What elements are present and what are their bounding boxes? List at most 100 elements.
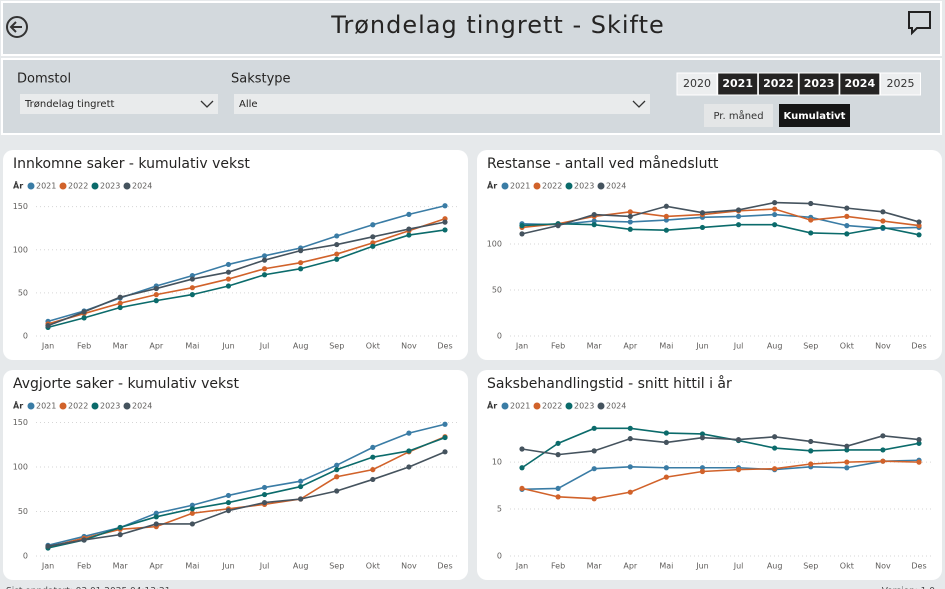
data-point (442, 203, 448, 209)
x-tick-label: Mai (185, 342, 199, 351)
x-tick-label: Aug (293, 562, 309, 571)
y-tick-label: 100 (487, 240, 502, 249)
data-point (591, 425, 597, 431)
data-point (591, 466, 597, 472)
data-point (735, 222, 742, 228)
data-point (844, 205, 850, 211)
data-point (916, 219, 922, 225)
legend-label: 2024 (132, 402, 152, 411)
data-point (880, 224, 886, 231)
legend-marker (533, 402, 541, 410)
data-point (261, 253, 268, 259)
x-tick-label: Des (911, 562, 926, 571)
data-point (261, 257, 268, 263)
data-point (189, 276, 195, 282)
data-point (45, 323, 51, 329)
legend-marker (123, 182, 131, 190)
legend-marker (533, 182, 541, 190)
chart-card: Innkomne saker - kumulativ vekst År 2021 20… (3, 150, 468, 360)
x-tick-label: Mai (659, 562, 673, 571)
data-point (735, 467, 742, 473)
data-point (189, 292, 195, 298)
data-point (370, 234, 376, 240)
data-point (406, 448, 412, 454)
year-button[interactable] (880, 72, 921, 96)
data-point (189, 285, 195, 291)
legend-label: 2021 (36, 402, 56, 411)
year-button[interactable] (839, 72, 881, 96)
year-button[interactable] (757, 72, 799, 96)
data-point (370, 243, 376, 249)
legend-label: 2022 (68, 402, 88, 411)
x-tick-label: Des (911, 342, 926, 351)
year-button[interactable] (798, 72, 840, 96)
x-tick-label: Apr (149, 342, 164, 351)
data-point (334, 488, 340, 494)
dropdown[interactable] (20, 94, 218, 114)
comment-icon[interactable] (908, 11, 931, 36)
data-point (153, 292, 159, 298)
x-tick-label: Jun (221, 342, 235, 351)
x-tick-label: Apr (623, 562, 638, 571)
y-tick-label: 5 (497, 505, 502, 514)
mode-button[interactable] (704, 104, 773, 127)
data-point (627, 489, 633, 495)
y-tick-label: 100 (13, 462, 28, 471)
data-point (81, 537, 87, 543)
x-tick-label: Feb (77, 562, 91, 571)
data-point (772, 211, 778, 218)
data-point (261, 491, 268, 498)
data-point (406, 226, 412, 232)
data-point (555, 440, 561, 446)
data-point (844, 459, 850, 465)
data-point (916, 440, 922, 446)
data-point (334, 474, 340, 480)
data-point (808, 200, 814, 207)
data-point (442, 421, 448, 427)
data-point (808, 217, 814, 223)
data-point (663, 465, 669, 471)
data-point (334, 251, 340, 257)
chart-card: Avgjorte saker - kumulativ vekst År 2021 20… (3, 370, 468, 580)
y-tick-label: 0 (497, 552, 502, 561)
year-button[interactable] (676, 72, 718, 96)
card-background (477, 150, 942, 360)
data-point (627, 464, 633, 470)
legend-label: 2021 (510, 182, 530, 191)
data-point (117, 304, 123, 311)
data-point (555, 452, 561, 458)
x-tick-label: Sep (329, 342, 344, 351)
series-line (521, 201, 920, 235)
data-point (225, 276, 232, 282)
data-point (772, 222, 778, 228)
mode-button-label: Pr. måned (713, 109, 763, 122)
data-point (627, 213, 633, 219)
data-point (370, 467, 376, 473)
page-title: Trøndelag tingrett - Skifte (330, 11, 665, 39)
data-point (442, 434, 448, 441)
x-tick-label: Mar (113, 342, 129, 351)
data-point (370, 222, 376, 228)
data-point (261, 266, 268, 272)
x-tick-label: Aug (767, 342, 783, 351)
data-point (261, 499, 268, 506)
dropdown[interactable] (234, 94, 650, 114)
data-point (735, 436, 742, 443)
year-button[interactable] (717, 72, 759, 96)
data-point (442, 227, 448, 233)
legend-label: 2023 (100, 182, 120, 191)
x-tick-label: Nov (401, 562, 417, 571)
back-button[interactable] (6, 16, 28, 38)
data-point (117, 532, 123, 538)
mode-button[interactable] (779, 104, 850, 127)
x-tick-label: Sep (329, 562, 344, 571)
data-point (519, 485, 525, 492)
data-point (555, 494, 561, 500)
x-tick-label: Feb (551, 342, 565, 351)
data-point (699, 431, 706, 437)
data-point (298, 496, 304, 502)
data-point (663, 430, 669, 436)
data-point (225, 261, 232, 268)
data-point (298, 266, 304, 272)
y-tick-label: 0 (497, 332, 502, 341)
